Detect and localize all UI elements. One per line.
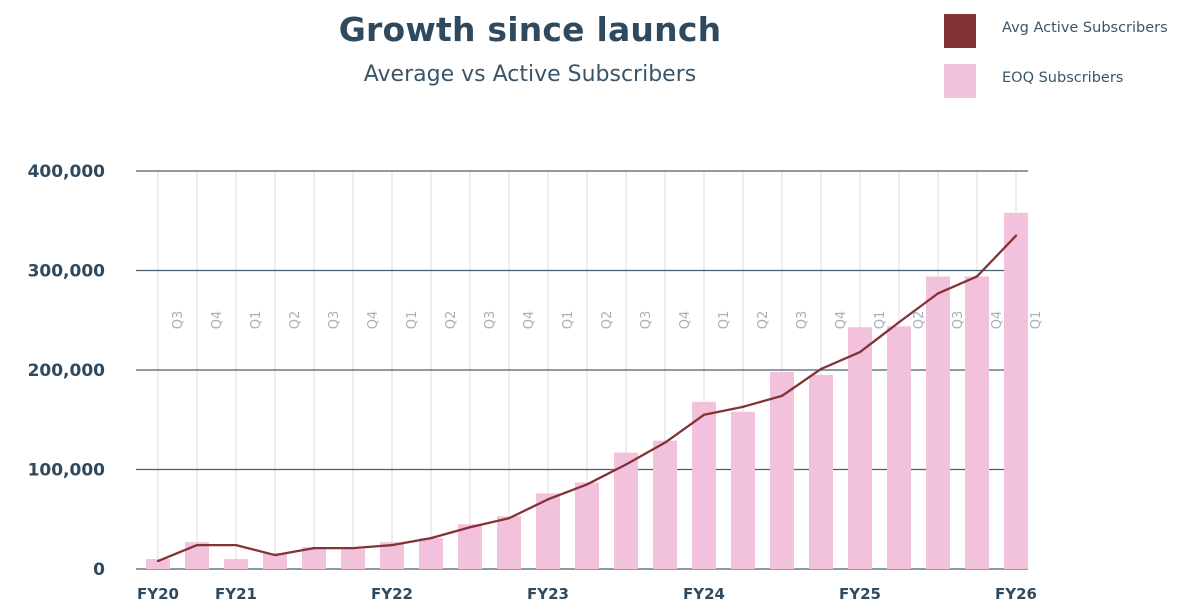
bar-eoq-subscribers <box>770 371 794 569</box>
quarter-label: Q3 <box>951 311 966 330</box>
line-point-avg-active <box>195 543 199 547</box>
bar-eoq-subscribers <box>1004 212 1028 570</box>
line-point-avg-active <box>585 483 589 486</box>
y-tick-label: 200,000 <box>28 361 106 381</box>
x-fiscal-year-label: FY23 <box>527 585 569 603</box>
x-fiscal-year-label: FY20 <box>137 585 179 603</box>
bar-eoq-subscribers <box>341 549 365 569</box>
bar-eoq-subscribers <box>965 276 989 569</box>
line-point-avg-active <box>312 546 316 550</box>
quarter-label: Q4 <box>210 311 225 330</box>
quarter-label: Q1 <box>561 311 576 330</box>
bar-eoq-subscribers <box>887 326 911 569</box>
line-point-avg-active <box>897 321 901 324</box>
quarter-label: Q1 <box>873 311 888 330</box>
line-point-avg-active <box>624 463 628 466</box>
bar-eoq-subscribers <box>185 542 209 569</box>
quarter-label: Q2 <box>600 311 615 330</box>
bar-eoq-subscribers <box>731 411 755 569</box>
line-point-avg-active <box>429 536 433 540</box>
bar-eoq-subscribers <box>614 452 638 569</box>
x-fiscal-year-label: FY21 <box>215 585 257 603</box>
x-fiscal-year-label: FY25 <box>839 585 881 603</box>
line-point-avg-active <box>351 546 355 550</box>
quarter-label: Q4 <box>522 311 537 330</box>
line-point-avg-active <box>663 441 667 444</box>
quarter-label: Q4 <box>366 311 381 330</box>
quarter-label: Q4 <box>834 311 849 330</box>
chart-title: Growth since launch <box>338 10 722 49</box>
legend-label-avg-active: Avg Active Subscribers <box>1002 20 1168 36</box>
bar-eoq-subscribers <box>146 559 170 569</box>
x-fiscal-year-label: FY22 <box>371 585 413 603</box>
line-point-avg-active <box>936 292 940 295</box>
bar-eoq-subscribers <box>536 493 560 569</box>
quarter-label: Q3 <box>483 311 498 330</box>
bar-eoq-subscribers <box>575 482 599 569</box>
chart-subtitle: Average vs Active Subscribers <box>363 62 697 87</box>
line-point-avg-active <box>858 350 862 354</box>
line-point-avg-active <box>1014 234 1018 237</box>
line-point-avg-active <box>819 367 823 371</box>
line-point-avg-active <box>468 526 472 529</box>
line-point-avg-active <box>234 543 238 547</box>
line-point-avg-active <box>975 275 979 278</box>
y-tick-label: 400,000 <box>28 162 106 182</box>
quarter-label: Q2 <box>912 311 927 330</box>
quarter-label: Q2 <box>756 311 771 330</box>
y-tick-label: 100,000 <box>28 461 106 481</box>
legend-label-eoq: EOQ Subscribers <box>1002 70 1124 86</box>
x-fiscal-year-label: FY26 <box>995 585 1037 603</box>
line-point-avg-active <box>507 517 511 520</box>
quarter-label: Q4 <box>990 311 1005 330</box>
quarter-label: Q1 <box>249 311 264 330</box>
line-point-avg-active <box>156 559 160 563</box>
legend-swatch-eoq <box>944 64 976 98</box>
bar-eoq-subscribers <box>224 559 248 569</box>
line-point-avg-active <box>780 394 784 398</box>
quarter-label: Q2 <box>288 311 303 330</box>
bar-eoq-subscribers <box>809 374 833 569</box>
line-point-avg-active <box>741 405 745 409</box>
quarter-label: Q3 <box>327 311 342 330</box>
quarter-label: Q1 <box>717 311 732 330</box>
quarter-label: Q3 <box>795 311 810 330</box>
y-tick-label: 0 <box>93 560 105 580</box>
quarter-label: Q1 <box>1029 311 1044 330</box>
line-point-avg-active <box>273 553 277 557</box>
bar-eoq-subscribers <box>653 440 677 569</box>
bar-eoq-subscribers <box>458 524 482 569</box>
y-tick-label: 300,000 <box>28 262 106 282</box>
bar-eoq-subscribers <box>263 553 287 569</box>
quarter-label: Q3 <box>639 311 654 330</box>
bar-eoq-subscribers <box>692 401 716 569</box>
quarter-label: Q4 <box>678 311 693 330</box>
quarter-label: Q1 <box>405 311 420 330</box>
bar-eoq-subscribers <box>926 276 950 569</box>
quarter-label: Q3 <box>171 311 186 330</box>
line-point-avg-active <box>702 413 706 416</box>
bar-eoq-subscribers <box>302 547 326 569</box>
bar-eoq-subscribers <box>848 327 872 569</box>
line-point-avg-active <box>546 498 550 501</box>
legend-swatch-avg-active <box>944 14 976 48</box>
bar-eoq-subscribers <box>419 538 443 569</box>
quarter-label: Q2 <box>444 311 459 330</box>
line-point-avg-active <box>390 543 394 547</box>
bar-eoq-subscribers <box>497 516 521 569</box>
x-fiscal-year-label: FY24 <box>683 585 725 603</box>
